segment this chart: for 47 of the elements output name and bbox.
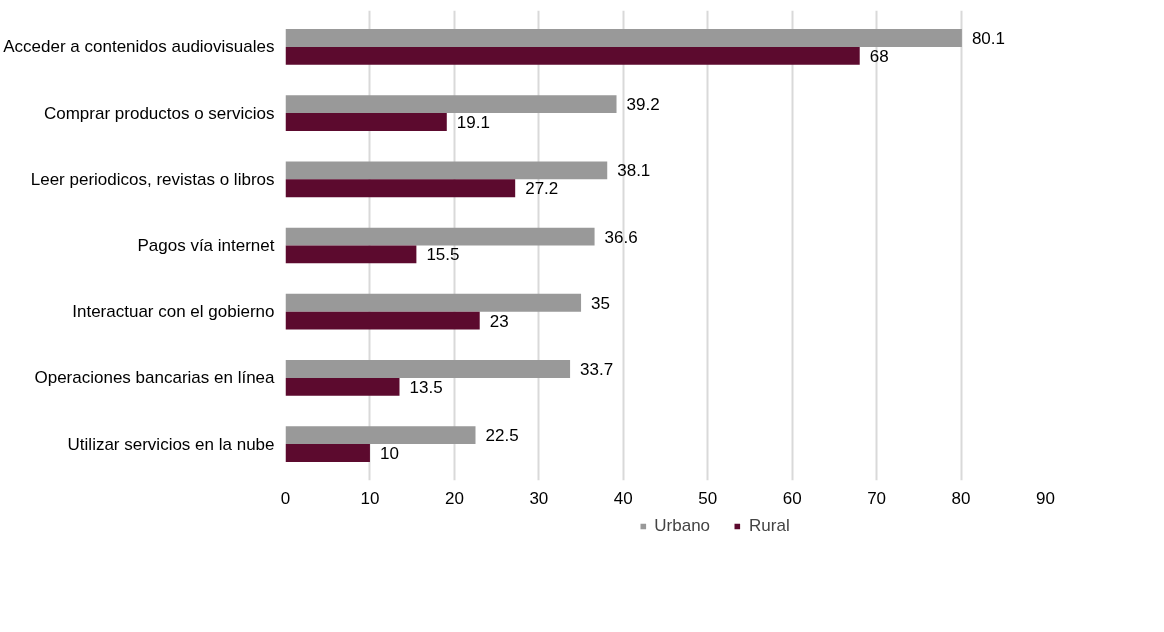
bar xyxy=(285,29,962,47)
x-tick-label: 10 xyxy=(360,488,380,508)
data-label: 27.2 xyxy=(525,179,559,199)
bar xyxy=(285,46,860,65)
data-label: 19.1 xyxy=(456,113,490,133)
y-tick-label: Comprar productos o servicios xyxy=(43,103,275,123)
y-tick-label: Interactuar con el gobierno xyxy=(72,302,275,322)
bar xyxy=(285,95,617,114)
x-tick-label: 40 xyxy=(613,488,633,508)
bar xyxy=(285,360,571,378)
bar xyxy=(285,113,447,131)
y-tick-label: Utilizar servicios en la nube xyxy=(67,434,275,454)
legend-label: Rural xyxy=(749,516,790,536)
x-tick-label: 20 xyxy=(444,488,464,508)
x-tick-label: 0 xyxy=(280,488,291,508)
x-tick-label: 60 xyxy=(782,488,802,508)
bar xyxy=(285,245,417,264)
bar xyxy=(285,179,516,198)
data-label: 15.5 xyxy=(426,245,460,265)
x-tick-label: 30 xyxy=(529,488,549,508)
bar xyxy=(285,293,582,312)
data-label: 68 xyxy=(869,46,889,66)
x-tick-label: 80 xyxy=(951,488,971,508)
bar xyxy=(285,227,595,246)
data-label: 33.7 xyxy=(580,359,614,379)
bar xyxy=(285,444,370,462)
y-tick-label: Operaciones bancarias en línea xyxy=(34,368,276,388)
y-tick-label: Pagos vía internet xyxy=(137,236,275,255)
data-label: 13.5 xyxy=(409,377,443,397)
x-tick-label: 50 xyxy=(698,488,718,508)
data-label: 80.1 xyxy=(971,28,1005,48)
data-label: 38.1 xyxy=(617,161,651,181)
data-label: 10 xyxy=(379,444,399,464)
bar xyxy=(285,377,400,396)
bar xyxy=(285,311,480,330)
data-label: 23 xyxy=(489,311,509,331)
data-label: 36.6 xyxy=(604,227,638,247)
legend-label: Urbano xyxy=(654,516,711,536)
data-label: 39.2 xyxy=(626,95,660,115)
data-label: 35 xyxy=(591,293,610,313)
x-tick-label: 70 xyxy=(867,488,887,508)
data-label: 22.5 xyxy=(485,426,519,446)
bar xyxy=(285,426,476,445)
x-tick-label: 90 xyxy=(1036,488,1055,508)
y-tick-label: Leer periodicos, revistas o libros xyxy=(30,169,275,189)
bar xyxy=(285,161,608,180)
y-tick-label: Acceder a contenidos audiovisuales xyxy=(3,37,275,57)
